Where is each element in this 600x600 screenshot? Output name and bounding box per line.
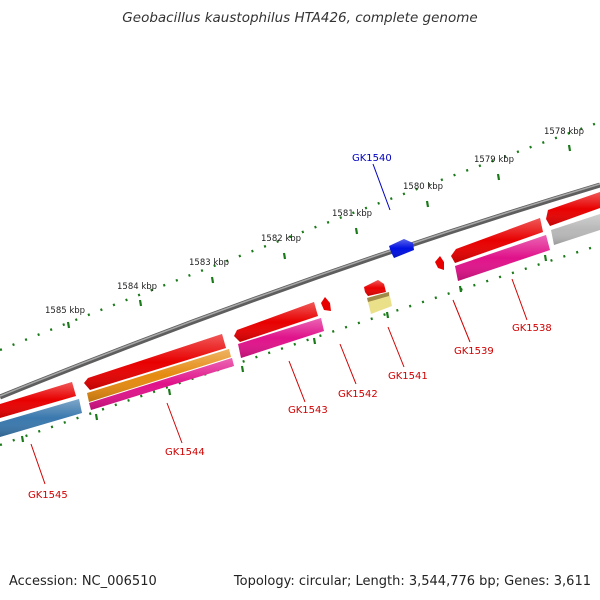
genome-summary-text: Topology: circular; Length: 3,544,776 bp…: [233, 574, 591, 589]
gene-label-gk1544[interactable]: GK1544: [165, 447, 205, 458]
gene-label-gk1540[interactable]: GK1540: [352, 153, 392, 164]
tick-label: 1579 kbp: [474, 155, 514, 165]
gene-label-gk1541[interactable]: GK1541: [388, 371, 428, 382]
gene-label-gk1539[interactable]: GK1539: [454, 346, 494, 357]
label-leaders: [30, 163, 528, 485]
gene-labels: GK1538 GK1539 GK1540 GK1541 GK1542 GK154…: [28, 153, 552, 501]
product-row: [0, 214, 600, 437]
gene-label-gk1538[interactable]: GK1538: [512, 323, 552, 334]
scale-labels: 1578 kbp 1579 kbp 1580 kbp 1581 kbp 1582…: [45, 127, 584, 316]
tick-label: 1582 kbp: [261, 234, 301, 244]
tick-label: 1581 kbp: [332, 209, 372, 219]
genome-backbone: [0, 182, 600, 400]
tick-label: 1578 kbp: [544, 127, 584, 137]
inner-tick-ring: [0, 243, 600, 447]
gene-label-gk1545[interactable]: GK1545: [28, 490, 68, 501]
gene-label-gk1542[interactable]: GK1542: [338, 389, 378, 400]
accession-text: Accession: NC_006510: [9, 574, 157, 589]
tick-label: 1585 kbp: [45, 306, 85, 316]
map-title: Geobacillus kaustophilus HTA426, complet…: [122, 10, 478, 26]
feature-arrow[interactable]: [435, 256, 444, 270]
tick-label: 1580 kbp: [403, 182, 443, 192]
forward-strand: [0, 192, 600, 418]
gene-label-gk1543[interactable]: GK1543: [288, 405, 328, 416]
tick-label: 1583 kbp: [189, 258, 229, 268]
major-ticks: [66, 144, 572, 329]
tick-label: 1584 kbp: [117, 282, 157, 292]
feature-arrow[interactable]: [321, 297, 331, 311]
